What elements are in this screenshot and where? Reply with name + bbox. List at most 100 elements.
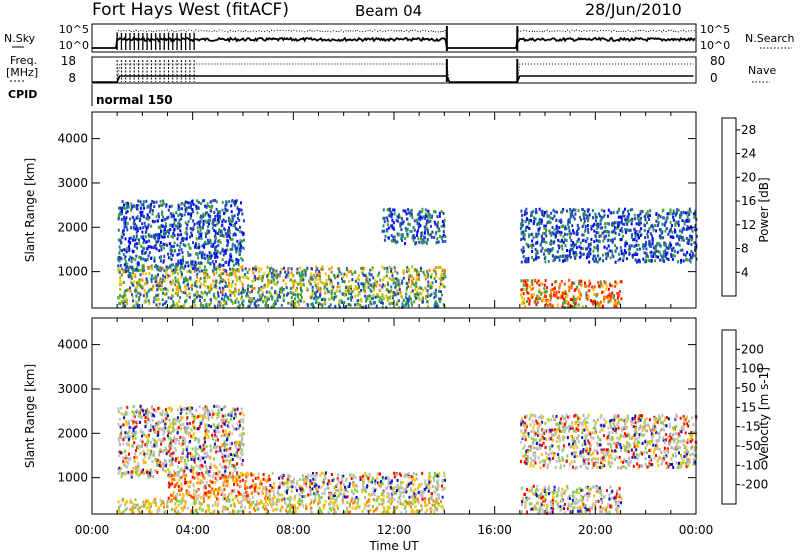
range-cell: [194, 455, 197, 459]
range-cell: [561, 294, 564, 298]
range-cell: [365, 304, 368, 308]
range-cell: [228, 475, 231, 479]
velocity-scatter: [117, 404, 698, 515]
range-cell: [524, 259, 526, 263]
range-cell: [170, 215, 173, 219]
range-cell: [325, 278, 328, 282]
range-cell: [560, 279, 563, 283]
range-cell: [163, 412, 166, 416]
range-cell: [344, 289, 347, 293]
range-cell: [276, 273, 279, 277]
range-cell: [534, 247, 537, 251]
range-cell: [270, 280, 273, 284]
range-cell: [181, 451, 184, 455]
range-cell: [434, 280, 437, 283]
range-cell: [163, 278, 166, 281]
range-cell: [427, 209, 430, 213]
range-cell: [670, 243, 673, 247]
range-cell: [166, 414, 169, 418]
range-cell: [369, 273, 372, 277]
range-cell: [162, 432, 165, 436]
range-cell: [521, 223, 524, 227]
range-cell: [322, 281, 325, 285]
range-cell: [147, 245, 150, 249]
range-cell: [613, 229, 616, 232]
range-cell: [214, 218, 216, 221]
range-cell: [629, 208, 632, 212]
range-cell: [269, 269, 271, 273]
range-cell: [526, 285, 529, 289]
range-cell: [679, 248, 682, 252]
range-cell: [213, 472, 215, 476]
range-cell: [688, 237, 691, 241]
range-cell: [141, 440, 144, 444]
range-cell: [172, 439, 175, 443]
range-cell: [220, 280, 222, 283]
range-cell: [196, 211, 199, 215]
range-cell: [328, 297, 331, 301]
range-cell: [655, 247, 658, 251]
range-cell: [193, 488, 196, 492]
range-cell: [229, 272, 232, 276]
range-cell: [394, 281, 397, 285]
range-cell: [634, 235, 637, 239]
range-cell: [544, 298, 547, 302]
range-cell: [174, 459, 177, 463]
range-cell: [561, 238, 564, 242]
range-cell: [443, 272, 446, 276]
range-cell: [533, 216, 535, 220]
range-cell: [386, 216, 388, 220]
range-cell: [123, 292, 126, 296]
range-cell: [153, 234, 156, 238]
range-cell: [200, 456, 203, 460]
range-cell: [138, 218, 141, 222]
range-cell: [627, 248, 630, 252]
range-cell: [664, 221, 667, 225]
range-cell: [292, 282, 295, 286]
range-cell: [547, 250, 549, 254]
range-cell: [240, 291, 243, 295]
range-cell: [559, 255, 562, 258]
range-cell: [239, 418, 242, 422]
range-cell: [128, 429, 131, 433]
range-cell: [139, 273, 142, 277]
status-traces: [92, 26, 696, 83]
range-cell: [303, 300, 306, 304]
range-cell: [172, 491, 175, 495]
range-cell: [590, 227, 593, 231]
range-cell: [191, 475, 194, 479]
range-cell: [395, 277, 398, 281]
range-cell: [292, 305, 295, 309]
range-cell: [155, 409, 158, 413]
range-cell: [193, 458, 196, 462]
range-cell: [389, 214, 392, 218]
range-cell: [167, 252, 169, 256]
range-cell: [157, 427, 160, 431]
range-cell: [162, 274, 165, 278]
range-cell: [261, 293, 264, 297]
range-cell: [627, 220, 630, 224]
range-cell: [172, 268, 175, 272]
range-cell: [681, 228, 684, 232]
range-cell: [530, 211, 533, 215]
range-cell: [121, 232, 124, 236]
range-cell: [178, 225, 181, 229]
range-cell: [659, 215, 662, 219]
range-cell: [152, 209, 154, 213]
range-cell: [250, 473, 253, 477]
range-cell: [129, 274, 132, 278]
range-cell: [611, 250, 614, 254]
range-cell: [536, 235, 539, 239]
range-cell: [546, 215, 549, 219]
range-cell: [142, 235, 145, 238]
range-cell: [202, 473, 205, 477]
range-cell: [182, 440, 185, 444]
range-cell: [433, 296, 436, 300]
range-cell: [391, 212, 394, 216]
range-cell: [586, 247, 589, 251]
range-cell: [362, 268, 365, 272]
range-cell: [136, 472, 139, 476]
range-cell: [191, 454, 194, 458]
range-cell: [561, 209, 564, 213]
range-cell: [600, 234, 603, 238]
